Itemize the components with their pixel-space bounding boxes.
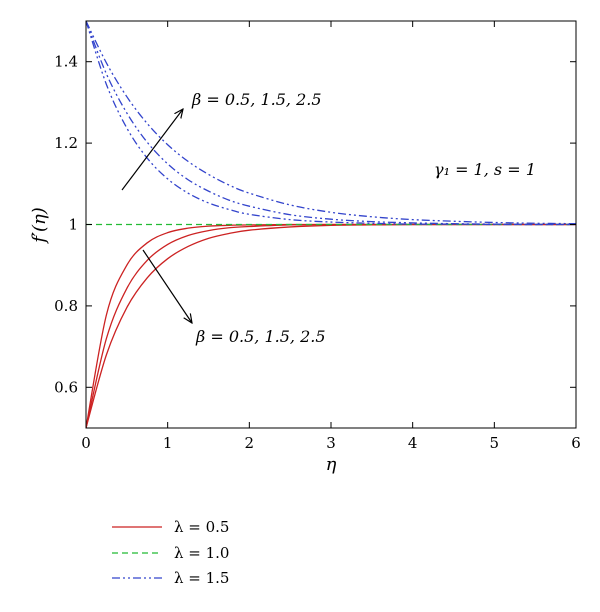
series-line-lambda-0-5-beta-1-5 [86,223,576,428]
series-line-lambda-0-5-beta-0-5 [86,223,576,428]
x-tick-label: 0 [81,434,91,452]
lower-beta-arrow [142,249,192,323]
x-tick-label: 6 [571,434,581,452]
y-tick-label: 1 [68,216,78,234]
legend-label-lambda-1-0: λ = 1.0 [174,544,229,562]
params-annotation: γ₁ = 1, s = 1 [434,160,536,179]
y-tick-label: 1.4 [54,53,78,71]
series-line-lambda-1-5-beta-0-5 [86,21,576,226]
x-axis-title: η [326,454,337,475]
x-tick-label: 5 [490,434,500,452]
series-line-lambda-0-5-beta-2-5 [86,223,576,428]
x-tick-label: 4 [408,434,418,452]
y-axis-title: f′(η) [29,207,50,245]
x-tick-label: 2 [245,434,255,452]
legend-label-lambda-1-5: λ = 1.5 [174,569,229,587]
series-line-lambda-1-5-beta-2-5 [86,21,576,225]
x-tick-label: 3 [326,434,336,452]
x-tick-label: 1 [163,434,173,452]
legend-label-lambda-0-5: λ = 0.5 [174,518,229,536]
upper-beta-annotation: β = 0.5, 1.5, 2.5 [191,90,322,109]
series-layer [86,21,576,428]
series-line-lambda-1-5-beta-1-5 [86,21,576,226]
y-tick-label: 0.6 [54,378,78,396]
ticks-layer: 0 1 2 3 4 5 6 0.6 0.8 1 1.2 1.4 [54,21,581,452]
lower-beta-annotation: β = 0.5, 1.5, 2.5 [195,327,326,346]
upper-beta-arrow [121,109,183,191]
y-tick-label: 0.8 [54,297,78,315]
legend: λ = 0.5 λ = 1.0 λ = 1.5 [112,518,229,587]
y-tick-label: 1.2 [54,134,78,152]
